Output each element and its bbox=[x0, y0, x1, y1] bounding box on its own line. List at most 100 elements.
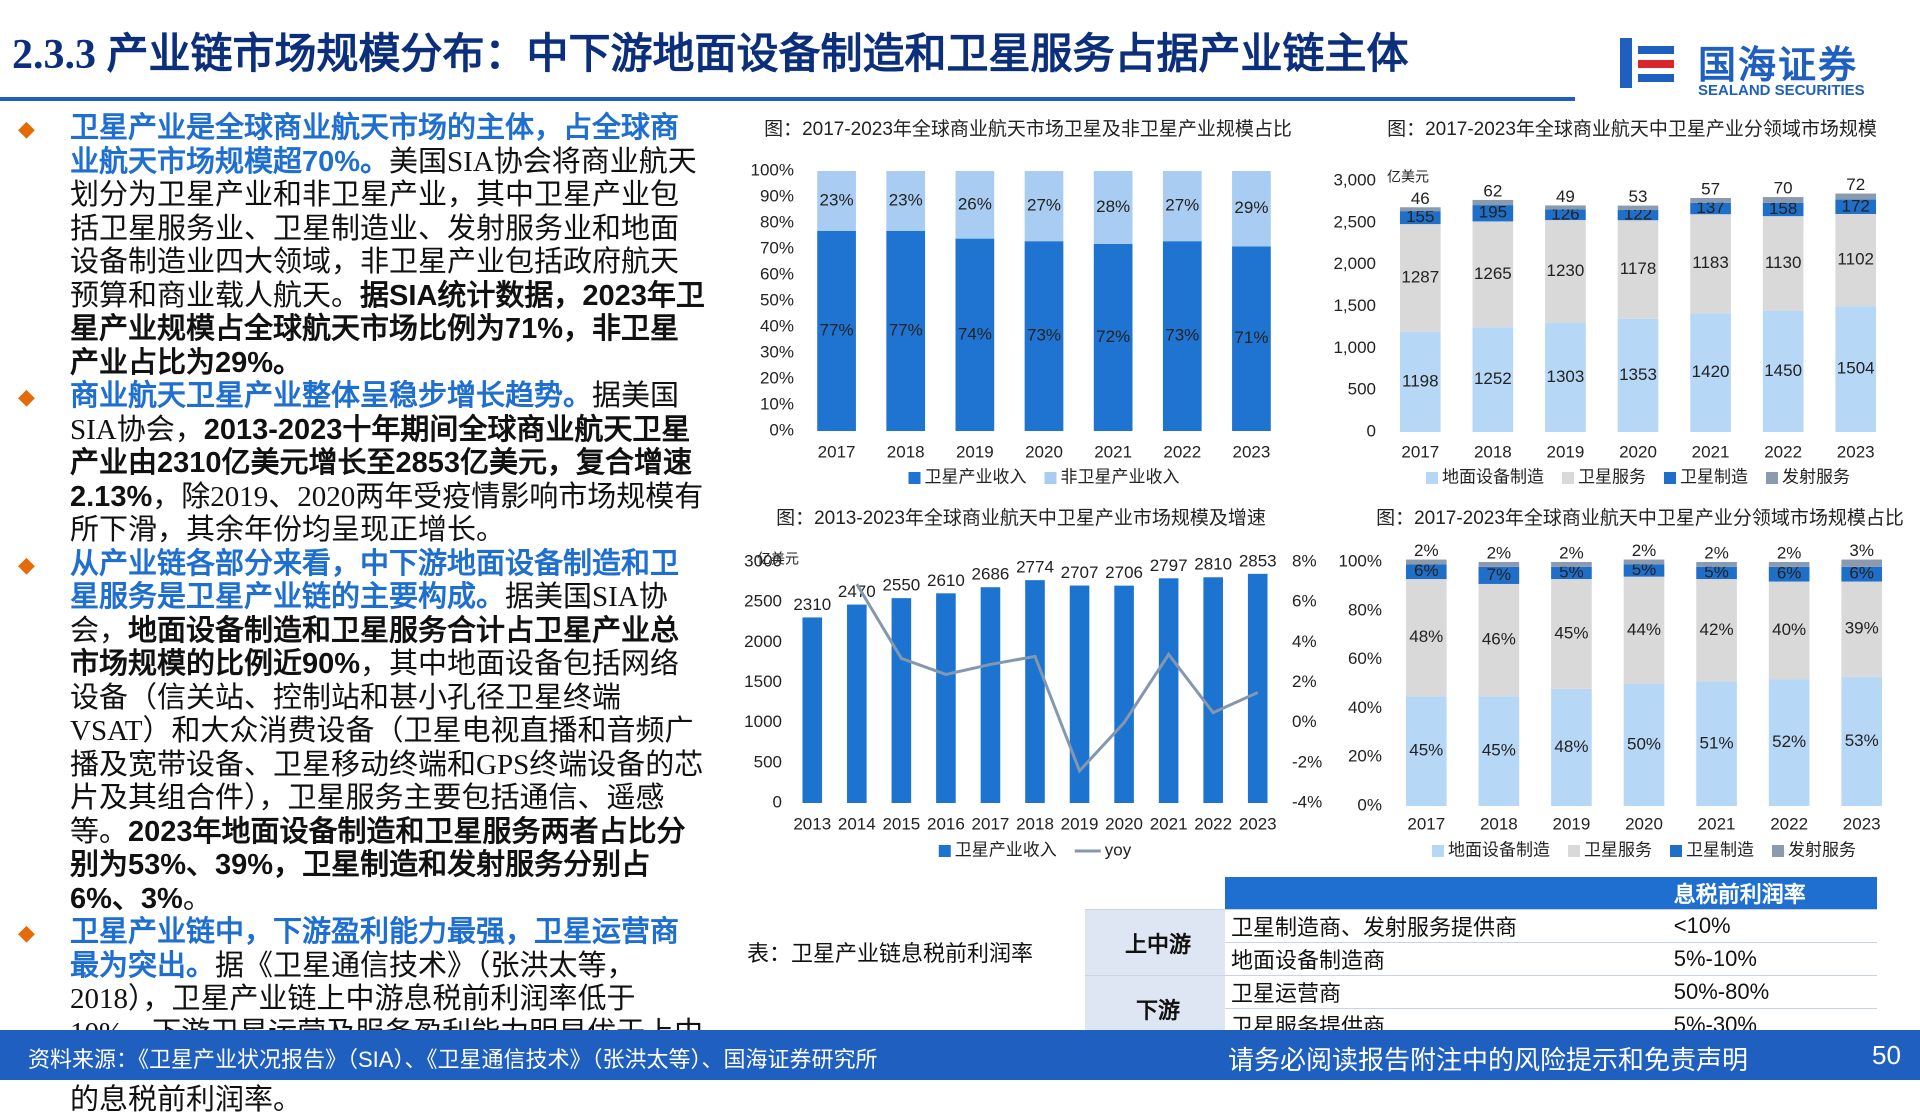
table-row: 地面设备制造商 5%-10% bbox=[1085, 942, 1877, 976]
data-label: 2797 bbox=[1150, 556, 1188, 575]
y-tick-label: 60% bbox=[760, 264, 794, 283]
bar-segment bbox=[1841, 566, 1883, 582]
x-tick-label: 2017 bbox=[1401, 442, 1439, 461]
text-run: 地面设备制造和卫星服务合计占卫星产业总市场规模的比例近90% bbox=[70, 614, 680, 681]
bullet: ◆ 从产业链各部分来看，中下游地面设备制造和卫星服务是卫星产业链的主要构成。据美国… bbox=[0, 548, 705, 917]
bar-segment bbox=[1093, 171, 1133, 244]
bar-segment bbox=[1551, 562, 1592, 567]
data-label: 40% bbox=[1772, 620, 1806, 639]
y-tick-label: 3,000 bbox=[1333, 170, 1376, 189]
data-label: 2% bbox=[1704, 543, 1729, 562]
data-label: 53% bbox=[1845, 731, 1879, 750]
y-tick-label: 80% bbox=[760, 212, 794, 231]
x-tick-label: 2022 bbox=[1194, 814, 1232, 833]
logo-mark bbox=[1620, 38, 1674, 88]
data-label: 52% bbox=[1772, 732, 1806, 751]
y-tick-label: 50% bbox=[760, 290, 794, 309]
bar-segment bbox=[1472, 199, 1514, 206]
table-cell: 5%-10% bbox=[1667, 942, 1877, 976]
y-tick-label: 3000 bbox=[744, 551, 782, 570]
text-run: ，其中地面设备包括网络设备（信关站、控制站和甚小孔径卫星终端VSAT）和大众消费… bbox=[70, 648, 704, 848]
bar-segment bbox=[1405, 696, 1447, 806]
data-label: 39% bbox=[1845, 619, 1879, 638]
bar-segment bbox=[1623, 576, 1665, 684]
data-label: 1183 bbox=[1692, 253, 1729, 272]
slide-title: 2.3.3 产业链市场规模分布：中下游地面设备制造和卫星服务占据产业链主体 bbox=[12, 32, 1409, 78]
data-label: 2% bbox=[1559, 543, 1584, 562]
x-tick-label: 2014 bbox=[838, 814, 876, 833]
legend-label: 卫星制造 bbox=[1686, 840, 1754, 859]
legend-label: 卫星产业收入 bbox=[955, 840, 1057, 859]
bar-segment bbox=[1232, 246, 1271, 431]
data-label: 45% bbox=[1554, 623, 1588, 642]
data-label: 3% bbox=[1849, 541, 1874, 560]
y-tick-label: 1000 bbox=[744, 712, 782, 731]
x-tick-label: 2023 bbox=[1843, 814, 1881, 833]
bar-segment bbox=[886, 230, 926, 431]
bar-segment bbox=[1162, 171, 1202, 242]
bar-segment bbox=[1835, 193, 1877, 200]
data-label: 2706 bbox=[1105, 563, 1143, 582]
bar-segment bbox=[1690, 197, 1731, 203]
bar-segment bbox=[1762, 310, 1804, 432]
bar bbox=[1158, 578, 1179, 803]
data-label: 1178 bbox=[1620, 259, 1657, 278]
y-tick-label: 20% bbox=[760, 368, 794, 387]
text-run: 。 bbox=[182, 882, 212, 915]
bar-segment bbox=[1232, 171, 1271, 247]
bar-segment bbox=[1472, 327, 1514, 432]
page-number: 50 bbox=[1872, 1040, 1901, 1070]
bar-segment bbox=[817, 171, 856, 231]
x-tick-label: 2022 bbox=[1770, 814, 1808, 833]
data-label: 6% bbox=[1414, 561, 1439, 580]
bar-segment bbox=[1841, 559, 1883, 567]
bar-segment bbox=[955, 171, 995, 239]
title-rule bbox=[0, 97, 1575, 101]
bar-segment bbox=[886, 171, 926, 231]
footer: 资料来源：《卫星产业状况报告》（SIA）、《卫星通信技术》（张洪太等）、国海证券… bbox=[0, 1030, 1920, 1080]
data-label: 1230 bbox=[1547, 261, 1585, 280]
bar-segment bbox=[1762, 197, 1804, 203]
bar-segment bbox=[1093, 243, 1133, 431]
data-label: 155 bbox=[1406, 207, 1434, 226]
x-tick-label: 2022 bbox=[1163, 442, 1201, 461]
data-label: 1102 bbox=[1837, 250, 1874, 269]
bar-segment bbox=[1768, 581, 1810, 680]
data-label: 2610 bbox=[927, 571, 965, 590]
y-tick-label: 1,000 bbox=[1333, 338, 1376, 357]
bar-segment bbox=[1835, 306, 1877, 432]
data-label: 2310 bbox=[793, 595, 831, 614]
bar bbox=[1247, 573, 1268, 803]
x-tick-label: 2023 bbox=[1837, 442, 1875, 461]
legend-swatch bbox=[1432, 845, 1444, 857]
data-label: 1198 bbox=[1402, 371, 1439, 390]
x-tick-label: 2021 bbox=[1692, 442, 1730, 461]
y-tick-label: 500 bbox=[1348, 380, 1376, 399]
bar bbox=[936, 593, 956, 803]
x-tick-label: 2017 bbox=[972, 814, 1010, 833]
data-label: 57 bbox=[1701, 179, 1720, 198]
bar-segment bbox=[1478, 583, 1520, 697]
yoy-line bbox=[855, 583, 1259, 774]
bar-segment bbox=[1551, 688, 1592, 806]
disclaimer: 请务必阅读报告附注中的风险提示和免责声明 bbox=[1228, 1045, 1749, 1075]
table-row: 上中游 卫星制造商、发射服务提供商 <10% bbox=[1085, 909, 1877, 976]
y-tick-label: 70% bbox=[760, 238, 794, 257]
bullet-marker: ◆ bbox=[18, 920, 35, 945]
x-tick-label: 2020 bbox=[1025, 442, 1063, 461]
bar-segment bbox=[1762, 202, 1804, 217]
y-tick-label: 40% bbox=[760, 316, 794, 335]
y-tick-label: -4% bbox=[1292, 792, 1322, 811]
legend-label: 发射服务 bbox=[1788, 840, 1856, 859]
data-label: 1353 bbox=[1619, 365, 1657, 384]
x-tick-label: 2019 bbox=[1061, 814, 1099, 833]
text-run: 2023年地面设备制造和卫星服务两者占比分别为53%、39%，卫星制造和发射服务… bbox=[70, 815, 686, 915]
bar-segment bbox=[1551, 579, 1592, 689]
margin-table: 息税前利润率 上中游 卫星制造商、发射服务提供商 <10% 地面设备制造商 5%-10… bbox=[1085, 877, 1877, 1042]
x-tick-label: 2023 bbox=[1239, 814, 1277, 833]
bar bbox=[1203, 577, 1223, 803]
data-label: 1265 bbox=[1474, 264, 1512, 283]
legend-swatch bbox=[1568, 845, 1580, 857]
bar-segment bbox=[1617, 205, 1659, 211]
legend-swatch bbox=[1664, 472, 1676, 484]
